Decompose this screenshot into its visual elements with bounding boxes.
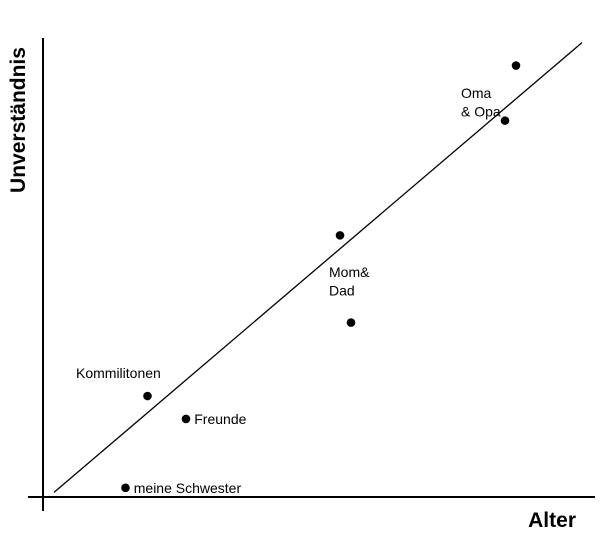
- point-annotation: Freunde: [194, 411, 246, 427]
- point-annotation: & Opa: [461, 103, 501, 119]
- data-point: [181, 414, 191, 424]
- data-point: [500, 116, 510, 125]
- annotations-layer: meine Schwester Freunde Kommilitonen Mom&Da…: [76, 85, 501, 496]
- data-point: [335, 231, 345, 240]
- plot-area: meine Schwester Freunde Kommilitonen Mom&Da…: [28, 38, 595, 511]
- point-annotation: Mom&: [329, 264, 370, 280]
- point-annotation: Kommilitonen: [76, 365, 161, 381]
- point-annotation: meine Schwester: [134, 480, 242, 496]
- point-annotation: Dad: [329, 282, 355, 298]
- data-point: [121, 483, 130, 493]
- data-point: [511, 61, 521, 70]
- data-points-layer: [121, 61, 521, 493]
- point-annotation: Oma: [461, 85, 492, 101]
- x-axis-title: Alter: [528, 509, 576, 532]
- y-axis-title: Unverständnis: [7, 47, 30, 193]
- data-point: [346, 318, 356, 327]
- trend-line-layer: [53, 42, 583, 493]
- trend-line: [53, 42, 583, 493]
- data-point: [143, 391, 152, 401]
